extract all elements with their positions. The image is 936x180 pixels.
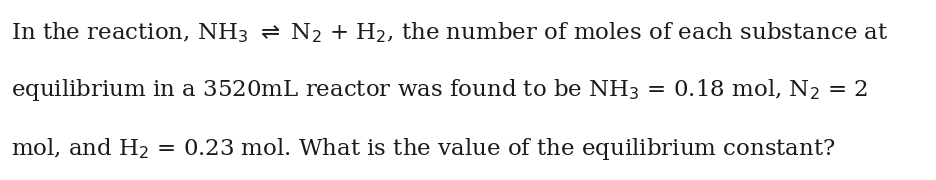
Text: In the reaction, NH$_3$ $\rightleftharpoons$ N$_2$ + H$_2$, the number of moles : In the reaction, NH$_3$ $\rightleftharpo… <box>11 20 887 45</box>
Text: equilibrium in a 3520mL reactor was found to be NH$_3$ = 0.18 mol, N$_2$ = 2: equilibrium in a 3520mL reactor was foun… <box>11 77 868 103</box>
Text: mol, and H$_2$ = 0.23 mol. What is the value of the equilibrium constant?: mol, and H$_2$ = 0.23 mol. What is the v… <box>11 136 835 162</box>
